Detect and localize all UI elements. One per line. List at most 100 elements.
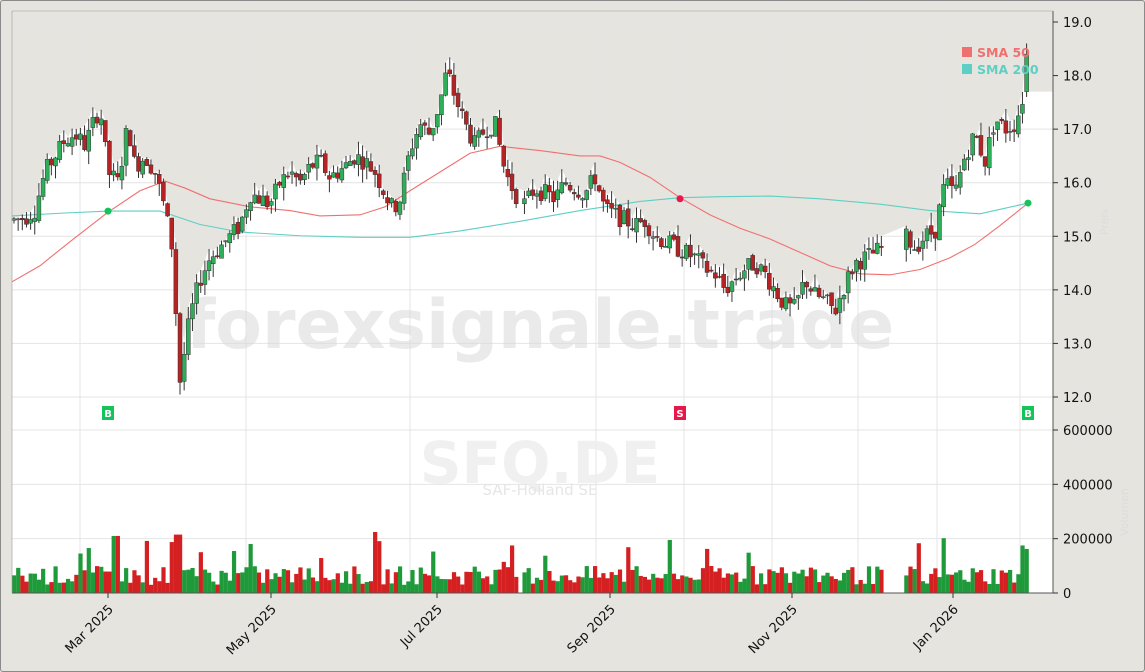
volume-bar (178, 534, 183, 593)
volume-bar (501, 561, 506, 593)
moving-averages (11, 145, 1029, 283)
candle (762, 258, 768, 279)
volume-bar (231, 551, 237, 593)
candle (684, 242, 689, 261)
candle (443, 62, 448, 97)
volume-bar (319, 558, 324, 593)
volume-bar (99, 566, 104, 593)
volume-bar (754, 584, 760, 593)
volume-bar (688, 577, 693, 593)
volume-bar (397, 566, 403, 593)
volume-bar (792, 571, 797, 593)
candle (69, 128, 75, 156)
candle (451, 62, 457, 105)
volume-bar (912, 569, 917, 593)
volume-bar (298, 567, 303, 593)
candle (821, 289, 826, 300)
candle (937, 203, 942, 241)
volume-bar (186, 569, 191, 593)
sell-signal-marker: S (674, 406, 686, 420)
candle (841, 293, 847, 312)
date-tick-label: May 2025 (224, 602, 280, 658)
date-tick-label: Sep 2025 (565, 602, 619, 656)
volume-bar (999, 570, 1004, 593)
grid-lines (12, 11, 1053, 594)
watermark-ticker: SFQ.DE (420, 429, 661, 497)
candle (1020, 91, 1025, 124)
volume-bar (771, 571, 776, 593)
volume-bar (530, 583, 535, 593)
volume-bar (576, 576, 581, 593)
volume-bar (646, 579, 652, 593)
volume-bar (551, 580, 556, 593)
candle (908, 229, 913, 255)
svg-text:B: B (1024, 409, 1032, 420)
candle (655, 226, 660, 242)
volume-bar (45, 584, 50, 593)
candle (480, 118, 486, 136)
candle (708, 266, 714, 273)
candle (190, 293, 195, 332)
volume-bar (725, 573, 730, 593)
candle (289, 161, 295, 184)
candle (418, 118, 423, 140)
volume-bar (974, 572, 979, 593)
candle (165, 202, 170, 217)
volume-bar (609, 572, 614, 593)
volume-bar (978, 570, 984, 593)
candle (119, 156, 125, 190)
candle (306, 157, 311, 180)
candle (605, 195, 610, 213)
candle (468, 118, 473, 147)
candle (248, 201, 253, 221)
volume-bar (1016, 574, 1021, 593)
volume-bar (659, 578, 664, 593)
date-tick-label: Jul 2025 (397, 602, 446, 651)
volume-bar (568, 580, 573, 593)
volume-bar (817, 582, 822, 593)
candle (995, 121, 1000, 142)
volume-bar (12, 575, 17, 593)
legend-label-sma50: SMA 50 (977, 45, 1030, 60)
candle (555, 180, 560, 208)
volume-bar (966, 581, 971, 593)
volume-bar (393, 572, 398, 593)
volume-bar (57, 582, 62, 593)
volume-bar (945, 574, 950, 593)
price-tick-label: 13.0 (1063, 337, 1092, 352)
volume-bar (447, 579, 452, 593)
volume-bar (584, 566, 589, 593)
crossover-dot (676, 195, 684, 203)
volume-bar (36, 579, 42, 593)
candle (750, 253, 755, 271)
volume-bar (879, 569, 884, 593)
watermark-site: forexsignale.trade (186, 286, 895, 365)
crossover-dot (1024, 199, 1032, 207)
candle (40, 169, 46, 201)
volume-bar (593, 566, 598, 593)
watermark-company: SAF-Holland SE (483, 481, 598, 499)
volume-bar (958, 570, 963, 593)
volume-bar (709, 566, 714, 593)
candle (181, 342, 187, 391)
candle (111, 163, 116, 182)
volume-bar (642, 576, 647, 593)
volume-bar (493, 569, 498, 593)
volume-bar (410, 570, 415, 593)
volume-bar (808, 567, 813, 593)
volume-bar (858, 580, 863, 593)
candle (966, 149, 971, 171)
candle (920, 231, 926, 261)
volume-bar (617, 569, 623, 593)
candle (410, 138, 415, 160)
volume-bar (344, 571, 349, 593)
price-tick-label: 14.0 (1063, 284, 1092, 299)
volume-bar (680, 575, 685, 593)
volume-bar (111, 535, 116, 593)
sma50-line (11, 145, 1029, 283)
candle (339, 160, 345, 183)
buy-signal-marker: B (102, 406, 114, 420)
candle (381, 189, 386, 200)
volume-bar (207, 572, 212, 593)
volume-bar (750, 566, 755, 593)
